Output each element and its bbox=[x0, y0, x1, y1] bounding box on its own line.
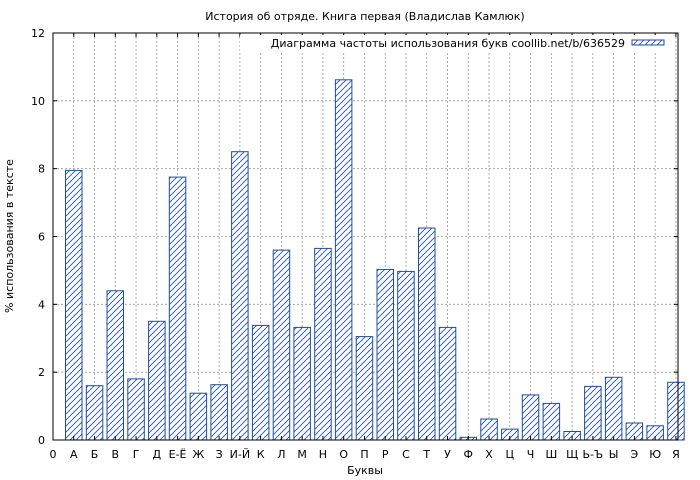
bar bbox=[168, 176, 187, 441]
bar bbox=[293, 326, 311, 441]
x-tick-label: И-Й bbox=[230, 448, 250, 461]
x-tick-label: Ф bbox=[464, 448, 473, 461]
bar bbox=[210, 384, 228, 441]
x-tick-label: Е-Ё bbox=[169, 448, 187, 461]
y-tick-label: 12 bbox=[31, 27, 45, 40]
bar bbox=[314, 247, 332, 441]
x-tick-label: Я bbox=[672, 448, 680, 461]
bar bbox=[542, 402, 561, 441]
x-tick-label: Г bbox=[133, 448, 140, 461]
bar bbox=[189, 392, 208, 441]
bar bbox=[438, 326, 457, 441]
x-tick-label: Д bbox=[153, 448, 162, 461]
legend-label: Диаграмма частоты использования букв coo… bbox=[271, 37, 625, 50]
x-tick-label: Н bbox=[319, 448, 327, 461]
x-tick-label: Т bbox=[422, 448, 430, 461]
x-tick-label: О bbox=[339, 448, 348, 461]
x-tick-label: П bbox=[360, 448, 368, 461]
x-tick-label: Щ bbox=[566, 448, 578, 461]
bar bbox=[127, 378, 145, 441]
y-tick-label: 0 bbox=[38, 434, 45, 447]
y-tick-label: 8 bbox=[38, 163, 45, 176]
y-axis-ticks: 0 2 4 6 8 10 12 bbox=[31, 27, 678, 447]
x-axis-ticks: 0 А Б В Г Д Е-Ё Ж З И-Й К Л М Н О П Р С Т У Ф Х Ц Ч Ш Щ Ь-Ъ Ы Э Ю Я bbox=[50, 33, 680, 461]
x-tick-label: М bbox=[297, 448, 307, 461]
y-tick-label: 2 bbox=[38, 366, 45, 379]
x-tick-label: Э bbox=[631, 448, 639, 461]
x-tick-label: Б bbox=[91, 448, 99, 461]
legend-background bbox=[240, 35, 668, 52]
bar bbox=[376, 268, 394, 441]
x-tick-label: Ч bbox=[527, 448, 535, 461]
x-tick-label: У bbox=[444, 448, 451, 461]
bar bbox=[584, 385, 602, 441]
bar bbox=[521, 394, 540, 441]
y-tick-label: 10 bbox=[31, 95, 45, 108]
grid bbox=[53, 33, 678, 440]
bar bbox=[251, 324, 270, 441]
chart-title: История об отряде. Книга первая (Владисл… bbox=[205, 10, 524, 23]
x-tick-label: Х bbox=[485, 448, 493, 461]
bar bbox=[65, 169, 83, 441]
bar bbox=[418, 227, 436, 441]
bar bbox=[667, 381, 685, 441]
y-tick-label: 4 bbox=[38, 298, 45, 311]
x-tick-label: Ж bbox=[192, 448, 204, 461]
x-tick-label: Ы bbox=[609, 448, 619, 461]
bar bbox=[355, 336, 374, 441]
x-tick-label: Ь-Ъ bbox=[583, 448, 604, 461]
y-axis-label: % использования в тексте bbox=[3, 159, 16, 313]
x-tick-label: Р bbox=[382, 448, 389, 461]
bar bbox=[85, 385, 104, 441]
bar bbox=[272, 249, 291, 441]
bar bbox=[604, 376, 623, 441]
bar bbox=[231, 151, 249, 441]
x-tick-label: Ц bbox=[506, 448, 515, 461]
x-tick-label: 0 bbox=[50, 448, 57, 461]
x-tick-label: С bbox=[402, 448, 410, 461]
bar bbox=[148, 320, 166, 441]
bar bbox=[397, 270, 415, 441]
x-tick-label: Л bbox=[277, 448, 285, 461]
x-tick-label: В bbox=[112, 448, 120, 461]
x-tick-label: К bbox=[257, 448, 265, 461]
x-axis-label: Буквы bbox=[347, 464, 383, 477]
legend-swatch bbox=[631, 39, 665, 46]
legend: Диаграмма частоты использования букв coo… bbox=[240, 35, 668, 52]
x-tick-label: Ш bbox=[545, 448, 557, 461]
bar bbox=[334, 79, 353, 441]
x-tick-label: Ю bbox=[649, 448, 661, 461]
bar bbox=[106, 290, 124, 441]
bars bbox=[65, 79, 685, 441]
x-tick-label: З bbox=[216, 448, 223, 461]
y-tick-label: 6 bbox=[38, 231, 45, 244]
x-tick-label: А bbox=[70, 448, 78, 461]
